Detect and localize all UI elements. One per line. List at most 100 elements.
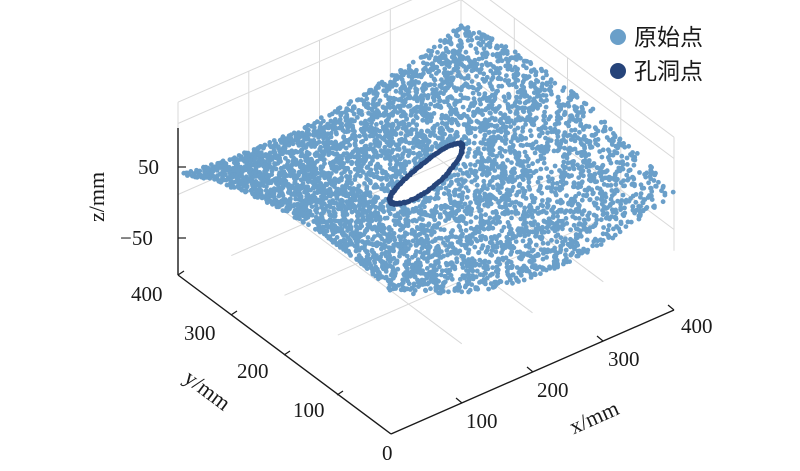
original-point xyxy=(482,46,487,51)
original-point xyxy=(275,204,280,209)
original-point xyxy=(458,277,463,282)
original-point xyxy=(341,233,346,238)
original-point xyxy=(477,209,482,214)
original-point xyxy=(490,265,495,270)
original-point xyxy=(554,234,559,239)
original-point xyxy=(605,183,610,188)
original-point xyxy=(348,170,353,175)
original-point xyxy=(558,188,563,193)
original-point xyxy=(261,146,266,151)
original-point xyxy=(542,88,547,93)
original-point xyxy=(499,129,504,134)
original-point xyxy=(334,219,339,224)
original-point xyxy=(601,225,606,230)
original-point xyxy=(546,241,551,246)
original-point xyxy=(531,122,536,127)
original-point xyxy=(491,52,496,57)
original-point xyxy=(535,159,540,164)
original-point xyxy=(506,67,511,72)
original-point xyxy=(434,225,439,230)
original-point xyxy=(523,118,528,123)
original-point xyxy=(255,195,260,200)
original-point xyxy=(532,200,537,205)
original-point xyxy=(477,92,482,97)
original-point xyxy=(533,234,538,239)
original-point xyxy=(350,210,355,215)
original-point xyxy=(438,215,443,220)
original-point xyxy=(468,162,473,167)
original-point xyxy=(326,126,331,131)
original-point xyxy=(499,250,504,255)
original-point xyxy=(388,211,393,216)
original-point xyxy=(563,210,568,215)
original-point xyxy=(539,191,544,196)
original-point xyxy=(483,212,488,217)
original-point xyxy=(218,180,223,185)
original-point xyxy=(533,73,538,78)
original-point xyxy=(388,162,393,167)
original-point xyxy=(591,133,596,138)
original-point xyxy=(471,91,476,96)
original-point xyxy=(549,92,554,97)
original-point xyxy=(613,182,618,187)
original-point xyxy=(544,210,549,215)
original-point xyxy=(508,150,513,155)
original-point xyxy=(520,143,525,148)
original-point xyxy=(580,212,585,217)
original-point xyxy=(553,229,558,234)
original-point xyxy=(377,144,382,149)
original-point xyxy=(661,199,666,204)
original-point xyxy=(448,128,453,133)
original-point xyxy=(652,173,657,178)
original-point xyxy=(521,177,526,182)
original-point xyxy=(524,66,529,71)
original-point xyxy=(445,263,450,268)
original-point xyxy=(229,185,234,190)
original-point xyxy=(562,112,567,117)
original-point xyxy=(293,197,298,202)
original-point xyxy=(591,239,596,244)
original-point xyxy=(514,239,519,244)
original-point xyxy=(195,175,200,180)
original-point xyxy=(610,236,615,241)
original-point xyxy=(619,221,624,226)
original-point xyxy=(575,151,580,156)
original-point xyxy=(475,183,480,188)
original-point xyxy=(529,133,534,138)
original-point xyxy=(479,246,484,251)
original-point xyxy=(560,88,565,93)
original-point xyxy=(544,93,549,98)
original-point xyxy=(618,229,623,234)
original-point xyxy=(551,215,556,220)
original-point xyxy=(384,177,389,182)
original-point xyxy=(624,224,629,229)
original-point xyxy=(373,205,378,210)
original-point xyxy=(442,191,447,196)
original-point xyxy=(573,216,578,221)
original-point xyxy=(531,223,536,228)
original-point xyxy=(586,217,591,222)
original-point xyxy=(466,96,471,101)
original-point xyxy=(482,146,487,151)
original-point xyxy=(243,190,248,195)
original-point xyxy=(338,113,343,118)
original-point xyxy=(439,206,444,211)
original-point xyxy=(507,95,512,100)
original-point xyxy=(510,68,515,73)
original-point xyxy=(401,212,406,217)
original-point xyxy=(478,43,483,48)
original-point xyxy=(449,121,454,126)
original-point xyxy=(470,79,475,84)
original-point xyxy=(492,168,497,173)
original-point xyxy=(523,136,528,141)
original-point xyxy=(394,83,399,88)
original-point xyxy=(564,248,569,253)
original-point xyxy=(611,153,616,158)
original-point xyxy=(450,277,455,282)
original-point xyxy=(545,130,550,135)
original-point xyxy=(403,133,408,138)
original-point xyxy=(585,188,590,193)
original-point xyxy=(585,229,590,234)
original-point xyxy=(573,139,578,144)
original-point xyxy=(470,68,475,73)
